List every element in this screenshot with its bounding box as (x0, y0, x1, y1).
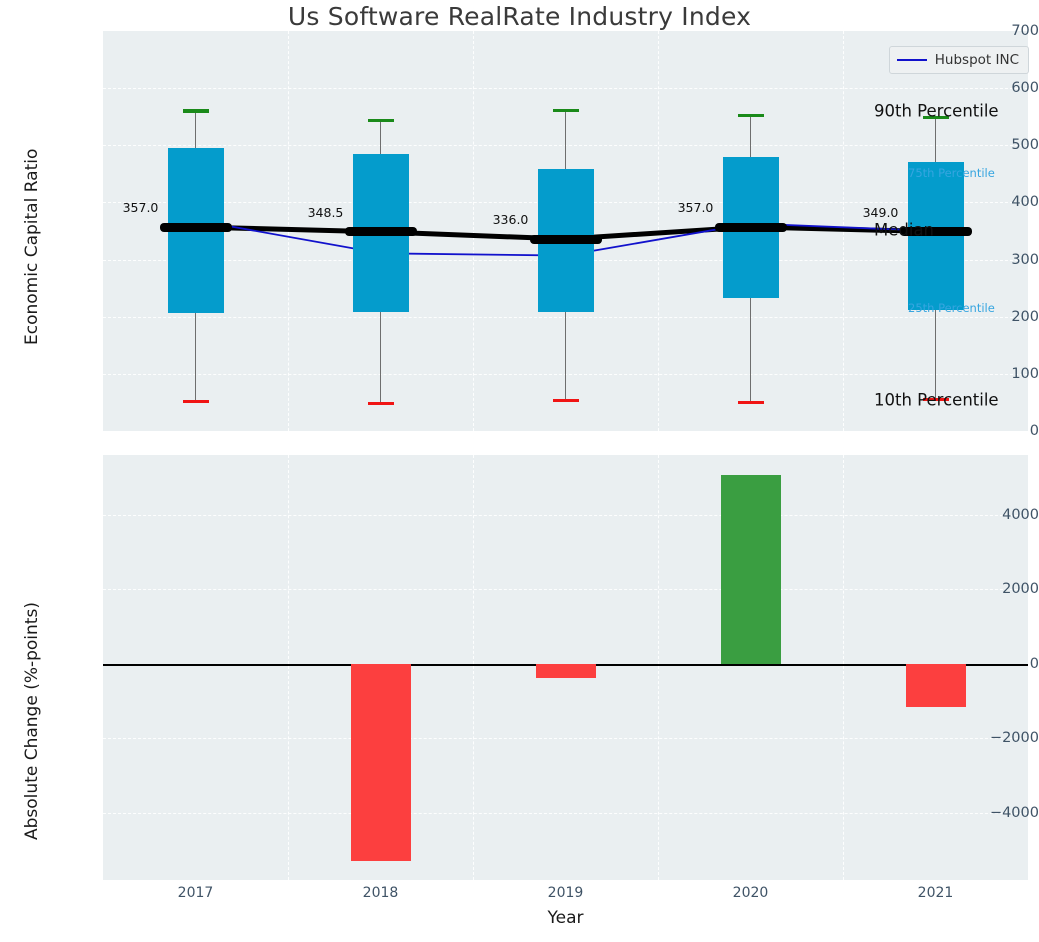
median-marker (899, 227, 972, 237)
cap-p90 (367, 118, 394, 122)
gridline-horizontal (103, 812, 1028, 814)
y-tick-label: 300 (1011, 251, 1039, 268)
x-tick-label: 2021 (917, 885, 954, 901)
y-tick-label: 600 (1011, 80, 1039, 97)
median-value-label: 336.0 (492, 212, 529, 227)
y-tick-label: 0 (1029, 423, 1039, 439)
cap-p90 (922, 116, 949, 120)
x-tick-label: 2017 (177, 885, 214, 901)
gridline-vertical (658, 31, 659, 431)
gridline-vertical (658, 455, 659, 880)
y-tick-label: 500 (1011, 137, 1039, 154)
median-value-label: 349.0 (862, 204, 899, 220)
page-title: Us Software RealRate Industry Index (287, 2, 752, 31)
gridline-horizontal (103, 514, 1028, 516)
median-marker (344, 227, 417, 237)
median-value-label: 357.0 (122, 200, 159, 215)
cap-p10 (552, 399, 579, 403)
box-p25-p75 (907, 162, 964, 310)
gridline-horizontal (103, 589, 1028, 591)
legend[interactable]: Hubspot INC (888, 46, 1029, 74)
y-tick-label: 200 (1011, 308, 1039, 325)
annotation-25th-percentile: 25th Percentile (908, 301, 995, 316)
y-tick-label: 0 (1029, 655, 1039, 672)
y-tick-label: −2000 (989, 730, 1039, 747)
y-tick-label: −4000 (989, 804, 1039, 821)
median-value-label: 357.0 (677, 200, 714, 215)
cap-p10 (922, 397, 949, 402)
median-marker (529, 234, 602, 244)
change-bar (905, 663, 966, 708)
gridline-vertical (288, 31, 289, 431)
y-tick-label: 100 (1011, 365, 1039, 382)
gridline-horizontal (103, 431, 1028, 432)
x-tick-label: 2018 (362, 885, 399, 901)
x-axis-label: Year (547, 908, 584, 928)
annotation-10th-percentile: 10th Percentile (874, 390, 999, 410)
median-value-label: 348.5 (307, 204, 344, 220)
y-axis-label-bottom: Absolute Change (%-points) (22, 602, 42, 840)
annotation-90th-percentile: 90th Percentile (874, 101, 999, 121)
legend-line-swatch (896, 59, 927, 61)
gridline-vertical (843, 31, 844, 431)
annotation-median: Median (874, 220, 935, 240)
gridline-horizontal (103, 88, 1028, 90)
cap-p90 (737, 113, 764, 118)
y-axis-label-top: Economic Capital Ratio (22, 148, 42, 345)
median-marker (159, 222, 232, 232)
cap-p90 (552, 108, 579, 113)
gridline-vertical (473, 31, 474, 431)
annotation-75th-percentile: 75th Percentile (908, 165, 995, 180)
change-bar (535, 663, 596, 678)
median-marker (714, 222, 787, 232)
cap-p10 (737, 400, 764, 405)
cap-p90 (182, 109, 209, 113)
x-tick-label: 2020 (732, 885, 769, 901)
y-tick-label: 2000 (1002, 581, 1039, 598)
cap-p10 (182, 399, 209, 403)
gridline-vertical (843, 455, 844, 880)
cap-p10 (367, 401, 394, 406)
y-tick-label: 400 (1011, 194, 1039, 211)
x-tick-label: 2019 (547, 885, 584, 901)
y-tick-label: 700 (1011, 23, 1039, 39)
change-bar (720, 474, 781, 664)
gridline-vertical (473, 455, 474, 880)
legend-item-label: Hubspot INC (934, 52, 1019, 68)
gridline-vertical (288, 455, 289, 880)
gridline-horizontal (103, 738, 1028, 740)
change-bar (350, 663, 411, 862)
y-tick-label: 4000 (1002, 506, 1039, 523)
